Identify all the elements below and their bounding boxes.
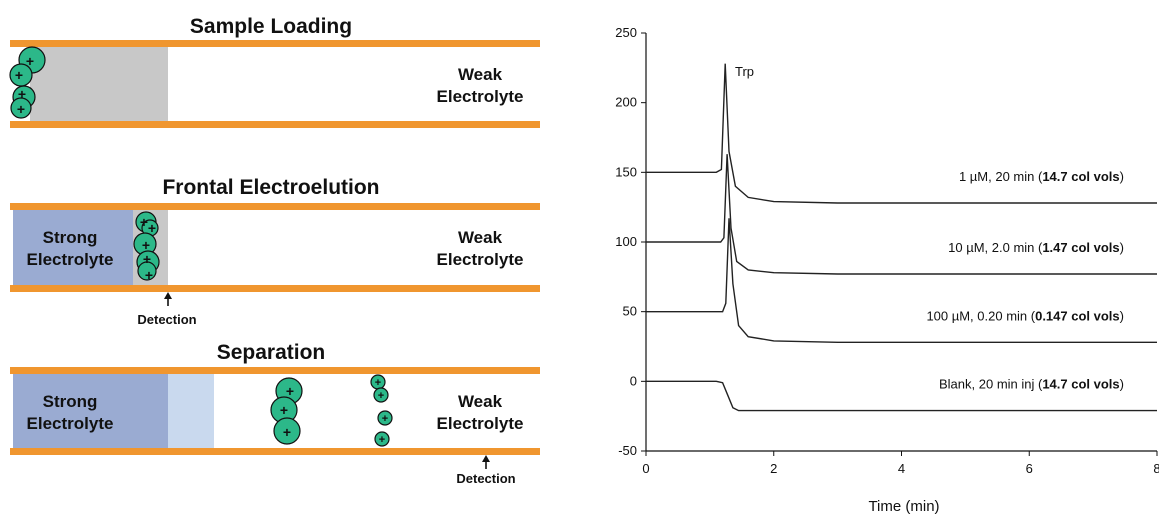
detection-arrow-icon xyxy=(482,455,490,469)
peak-label-trp: Trp xyxy=(735,64,754,79)
capillary-wall-bottom xyxy=(10,448,540,455)
transition-zone xyxy=(168,374,214,448)
svg-text:+: + xyxy=(148,220,156,236)
weak-electrolyte-label: Weak xyxy=(458,392,503,411)
svg-text:+: + xyxy=(280,402,288,418)
strong-electrolyte-label-line2: Electrolyte xyxy=(27,250,114,269)
analyte-band-large: + + + xyxy=(270,377,303,445)
strong-electrolyte-label: Strong xyxy=(43,392,98,411)
svg-text:+: + xyxy=(375,377,381,389)
svg-text:+: + xyxy=(143,251,151,267)
strong-electrolyte-zone xyxy=(13,374,168,448)
x-tick-label: 0 xyxy=(642,461,649,476)
svg-text:+: + xyxy=(15,67,23,83)
panel-title-separation: Separation xyxy=(217,341,326,364)
svg-text:+: + xyxy=(18,86,26,102)
detection-arrow-icon xyxy=(164,292,172,306)
svg-text:+: + xyxy=(283,424,291,440)
detection-label: Detection xyxy=(137,312,196,327)
y-tick-label: 0 xyxy=(630,373,637,388)
weak-electrolyte-label-line2: Electrolyte xyxy=(437,250,524,269)
weak-electrolyte-label: Weak xyxy=(458,65,503,84)
trace-label-1: 1 µM, 20 min (14.7 col vols) xyxy=(959,169,1124,184)
x-tick-label: 6 xyxy=(1026,461,1033,476)
x-tick-label: 2 xyxy=(770,461,777,476)
weak-electrolyte-label-line2: Electrolyte xyxy=(437,87,524,106)
trace-line-3 xyxy=(646,218,1157,343)
strong-electrolyte-label-line2: Electrolyte xyxy=(27,414,114,433)
capillary-wall-top xyxy=(10,203,540,210)
panel-title-frontal-electroelution: Frontal Electroelution xyxy=(162,176,379,199)
svg-text:+: + xyxy=(17,101,25,117)
y-tick-label: 100 xyxy=(615,234,637,249)
svg-text:+: + xyxy=(142,237,150,253)
strong-electrolyte-zone xyxy=(13,210,133,285)
svg-text:+: + xyxy=(378,390,384,402)
panel-title-sample-loading: Sample Loading xyxy=(190,15,352,38)
trace-label-2: 10 µM, 2.0 min (1.47 col vols) xyxy=(948,240,1124,255)
capillary-wall-top xyxy=(10,367,540,374)
trace-label-3: 100 µM, 0.20 min (0.147 col vols) xyxy=(926,308,1124,323)
y-tick-label: 200 xyxy=(615,95,637,110)
trace-line-4 xyxy=(646,380,1157,412)
analyte-cluster: + + + + + xyxy=(133,211,160,283)
x-axis-label: Time (min) xyxy=(868,498,939,515)
weak-electrolyte-label-line2: Electrolyte xyxy=(437,414,524,433)
trace-label-4: Blank, 20 min inj (14.7 col vols) xyxy=(939,377,1124,392)
y-tick-label: -50 xyxy=(618,443,637,458)
detection-label: Detection xyxy=(456,471,515,486)
svg-text:+: + xyxy=(145,267,153,283)
x-tick-label: 8 xyxy=(1153,461,1159,476)
capillary-wall-top xyxy=(10,40,540,47)
svg-text:+: + xyxy=(286,383,294,399)
analyte-cluster: + + + + xyxy=(9,46,46,119)
sample-zone xyxy=(30,47,168,121)
capillary-wall-bottom xyxy=(10,121,540,128)
electroelution-schematic: Sample Loading + + + + Weak Electrolyte … xyxy=(9,15,540,486)
trace-line-2 xyxy=(646,154,1157,275)
y-tick-label: 50 xyxy=(623,304,637,319)
svg-text:+: + xyxy=(26,53,34,69)
strong-electrolyte-label: Strong xyxy=(43,228,98,247)
y-tick-label: 250 xyxy=(615,25,637,40)
svg-text:+: + xyxy=(382,413,388,425)
y-tick-label: 150 xyxy=(615,164,637,179)
weak-electrolyte-label: Weak xyxy=(458,228,503,247)
trace-line-1 xyxy=(646,63,1157,204)
svg-text:+: + xyxy=(379,434,385,446)
svg-text:+: + xyxy=(140,214,148,230)
analyte-band-small: + + + + xyxy=(370,374,393,447)
capillary-wall-bottom xyxy=(10,285,540,292)
x-tick-label: 4 xyxy=(898,461,905,476)
